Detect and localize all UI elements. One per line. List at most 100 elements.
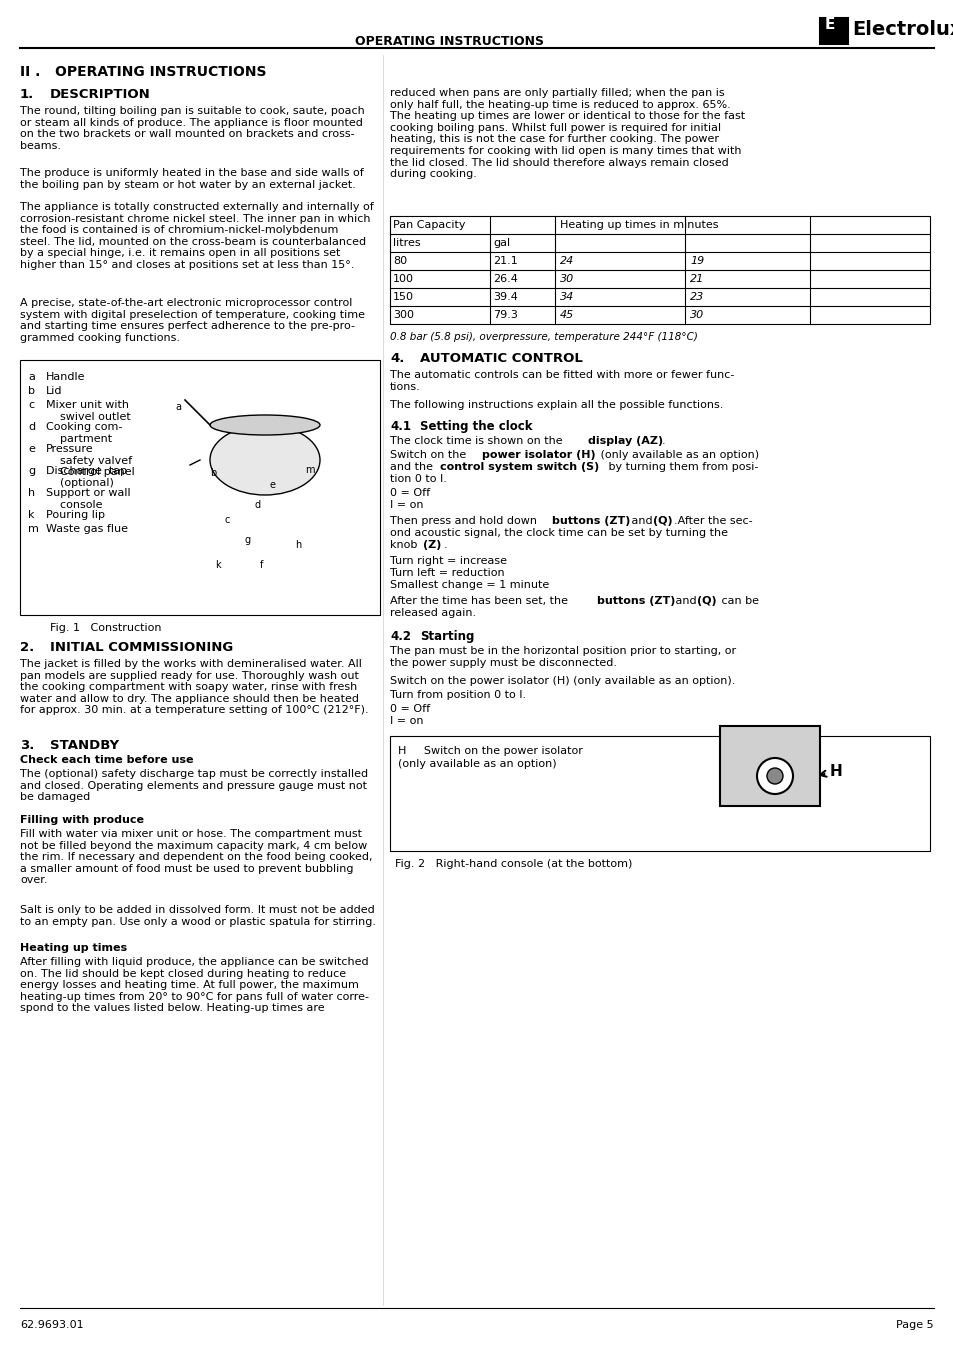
Text: The jacket is filled by the works with demineralised water. All
pan models are s: The jacket is filled by the works with d… [20,659,368,716]
Text: h: h [28,488,35,499]
Text: k: k [28,509,34,520]
Text: H: H [820,765,841,780]
Text: 0 = Off: 0 = Off [390,704,430,713]
Text: .After the sec-: .After the sec- [673,516,752,526]
Text: The appliance is totally constructed externally and internally of
corrosion-resi: The appliance is totally constructed ext… [20,203,374,270]
Text: m: m [28,524,39,534]
Text: reduced when pans are only partially filled; when the pan is
only half full, the: reduced when pans are only partially fil… [390,88,744,180]
Text: Electrolux: Electrolux [851,20,953,39]
Text: After filling with liquid produce, the appliance can be switched
on. The lid sho: After filling with liquid produce, the a… [20,957,369,1013]
Text: The (optional) safety discharge tap must be correctly installed
and closed. Oper: The (optional) safety discharge tap must… [20,769,368,802]
Text: Heating up times: Heating up times [20,943,127,952]
Text: The automatic controls can be fitted with more or fewer func-
tions.: The automatic controls can be fitted wit… [390,370,734,392]
Text: Fig. 1   Construction: Fig. 1 Construction [50,623,161,634]
Text: 2.: 2. [20,640,34,654]
Ellipse shape [210,426,319,494]
Text: I = on: I = on [390,500,423,509]
Bar [720,725,820,807]
Text: f: f [260,561,263,570]
Text: buttons (ZT): buttons (ZT) [597,596,675,607]
Text: 79.3: 79.3 [493,309,517,320]
Text: 4.1: 4.1 [390,420,411,434]
Text: 23: 23 [689,292,703,303]
Circle shape [757,758,792,794]
Text: Lid: Lid [46,386,63,396]
Text: Discharge  tap
    (optional): Discharge tap (optional) [46,466,127,488]
Text: INITIAL COMMISSIONING: INITIAL COMMISSIONING [50,640,233,654]
Text: d: d [28,422,35,432]
Text: The produce is uniformly heated in the base and side walls of
the boiling pan by: The produce is uniformly heated in the b… [20,168,363,189]
Ellipse shape [210,415,319,435]
Text: e: e [270,480,275,490]
Text: II .   OPERATING INSTRUCTIONS: II . OPERATING INSTRUCTIONS [20,65,266,78]
Text: and the: and the [390,462,436,471]
Text: 4.: 4. [390,353,404,365]
Text: 30: 30 [559,274,574,284]
Text: 1.: 1. [20,88,34,101]
Text: e: e [28,444,35,454]
Text: 30: 30 [689,309,703,320]
Text: g: g [245,535,251,544]
Bar [390,216,929,324]
Text: c: c [28,400,34,409]
Text: buttons (ZT): buttons (ZT) [552,516,630,526]
Text: I = on: I = on [390,716,423,725]
Text: by turning them from posi-: by turning them from posi- [604,462,758,471]
Text: 26.4: 26.4 [493,274,517,284]
Text: Switch on the: Switch on the [390,450,469,459]
Text: gal: gal [493,238,510,249]
Text: DESCRIPTION: DESCRIPTION [50,88,151,101]
Text: Turn left = reduction: Turn left = reduction [390,567,504,578]
Text: Starting: Starting [419,630,474,643]
Text: Turn right = increase: Turn right = increase [390,557,506,566]
Text: and: and [671,596,700,607]
Text: Turn from position 0 to I.: Turn from position 0 to I. [390,690,525,700]
Text: 4.2: 4.2 [390,630,411,643]
Text: control system switch (S): control system switch (S) [439,462,598,471]
Text: (Z): (Z) [422,540,441,550]
Text: h: h [294,540,301,550]
Text: Fill with water via mixer unit or hose. The compartment must
not be filled beyon: Fill with water via mixer unit or hose. … [20,830,372,885]
Text: 0 = Off: 0 = Off [390,488,430,499]
Text: .: . [661,436,665,446]
Text: Waste gas flue: Waste gas flue [46,524,128,534]
Text: tion 0 to I.: tion 0 to I. [390,474,446,484]
Text: m: m [305,465,314,476]
Text: 62.9693.01: 62.9693.01 [20,1320,84,1329]
Text: (Q): (Q) [652,516,672,526]
Text: released again.: released again. [390,608,476,617]
Text: OPERATING INSTRUCTIONS: OPERATING INSTRUCTIONS [355,35,544,49]
Text: The clock time is shown on the: The clock time is shown on the [390,436,565,446]
Text: Pan Capacity: Pan Capacity [393,220,465,230]
Text: Mixer unit with
    swivel outlet: Mixer unit with swivel outlet [46,400,131,422]
Text: 21.1: 21.1 [493,255,517,266]
Text: 24: 24 [559,255,574,266]
Text: H     Switch on the power isolator: H Switch on the power isolator [397,746,582,757]
Text: 34: 34 [559,292,574,303]
Text: (only available as an option): (only available as an option) [397,759,556,769]
Text: E: E [824,18,835,32]
Text: Filling with produce: Filling with produce [20,815,144,825]
Text: and: and [627,516,656,526]
Text: STANDBY: STANDBY [50,739,119,753]
Text: Switch on the power isolator (H) (only available as an option).: Switch on the power isolator (H) (only a… [390,676,735,686]
Text: 80: 80 [393,255,407,266]
Text: a: a [28,372,35,382]
Text: litres: litres [393,238,420,249]
Text: Fig. 2   Right-hand console (at the bottom): Fig. 2 Right-hand console (at the bottom… [395,859,632,869]
Text: 39.4: 39.4 [493,292,517,303]
Text: The pan must be in the horizontal position prior to starting, or
the power suppl: The pan must be in the horizontal positi… [390,646,736,667]
Text: 0.8 bar (5.8 psi), overpressure, temperature 244°F (118°C): 0.8 bar (5.8 psi), overpressure, tempera… [390,332,698,342]
Text: power isolator (H): power isolator (H) [481,450,595,459]
Text: AUTOMATIC CONTROL: AUTOMATIC CONTROL [419,353,582,365]
Text: c: c [225,515,230,526]
Text: 3.: 3. [20,739,34,753]
Text: b: b [210,467,216,478]
Text: d: d [254,500,261,509]
Text: a: a [174,403,181,412]
Text: 21: 21 [689,274,703,284]
Text: A precise, state-of-the-art electronic microprocessor control
system with digita: A precise, state-of-the-art electronic m… [20,299,365,343]
Bar [390,736,929,851]
Text: (only available as an option): (only available as an option) [597,450,759,459]
Bar [20,359,379,615]
